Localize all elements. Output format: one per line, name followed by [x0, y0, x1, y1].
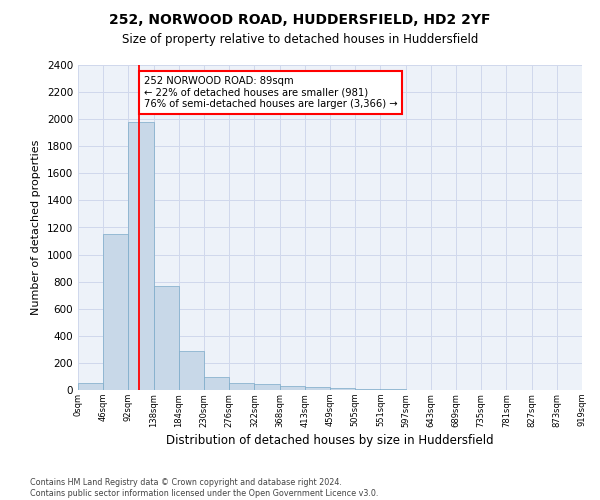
Bar [78, 383, 103, 390]
Text: 252, NORWOOD ROAD, HUDDERSFIELD, HD2 2YF: 252, NORWOOD ROAD, HUDDERSFIELD, HD2 2YF [109, 12, 491, 26]
Bar [154, 286, 179, 390]
Text: Size of property relative to detached houses in Huddersfield: Size of property relative to detached ho… [122, 32, 478, 46]
Text: Contains HM Land Registry data © Crown copyright and database right 2024.
Contai: Contains HM Land Registry data © Crown c… [30, 478, 379, 498]
Bar [280, 386, 305, 390]
Bar [179, 350, 204, 390]
Bar [229, 382, 254, 390]
Text: 252 NORWOOD ROAD: 89sqm
← 22% of detached houses are smaller (981)
76% of semi-d: 252 NORWOOD ROAD: 89sqm ← 22% of detache… [143, 76, 397, 109]
X-axis label: Distribution of detached houses by size in Huddersfield: Distribution of detached houses by size … [166, 434, 494, 446]
Bar [128, 122, 154, 390]
Bar [305, 388, 330, 390]
Bar [330, 388, 355, 390]
Bar [204, 377, 229, 390]
Bar [254, 384, 280, 390]
Bar [103, 234, 128, 390]
Y-axis label: Number of detached properties: Number of detached properties [31, 140, 41, 315]
